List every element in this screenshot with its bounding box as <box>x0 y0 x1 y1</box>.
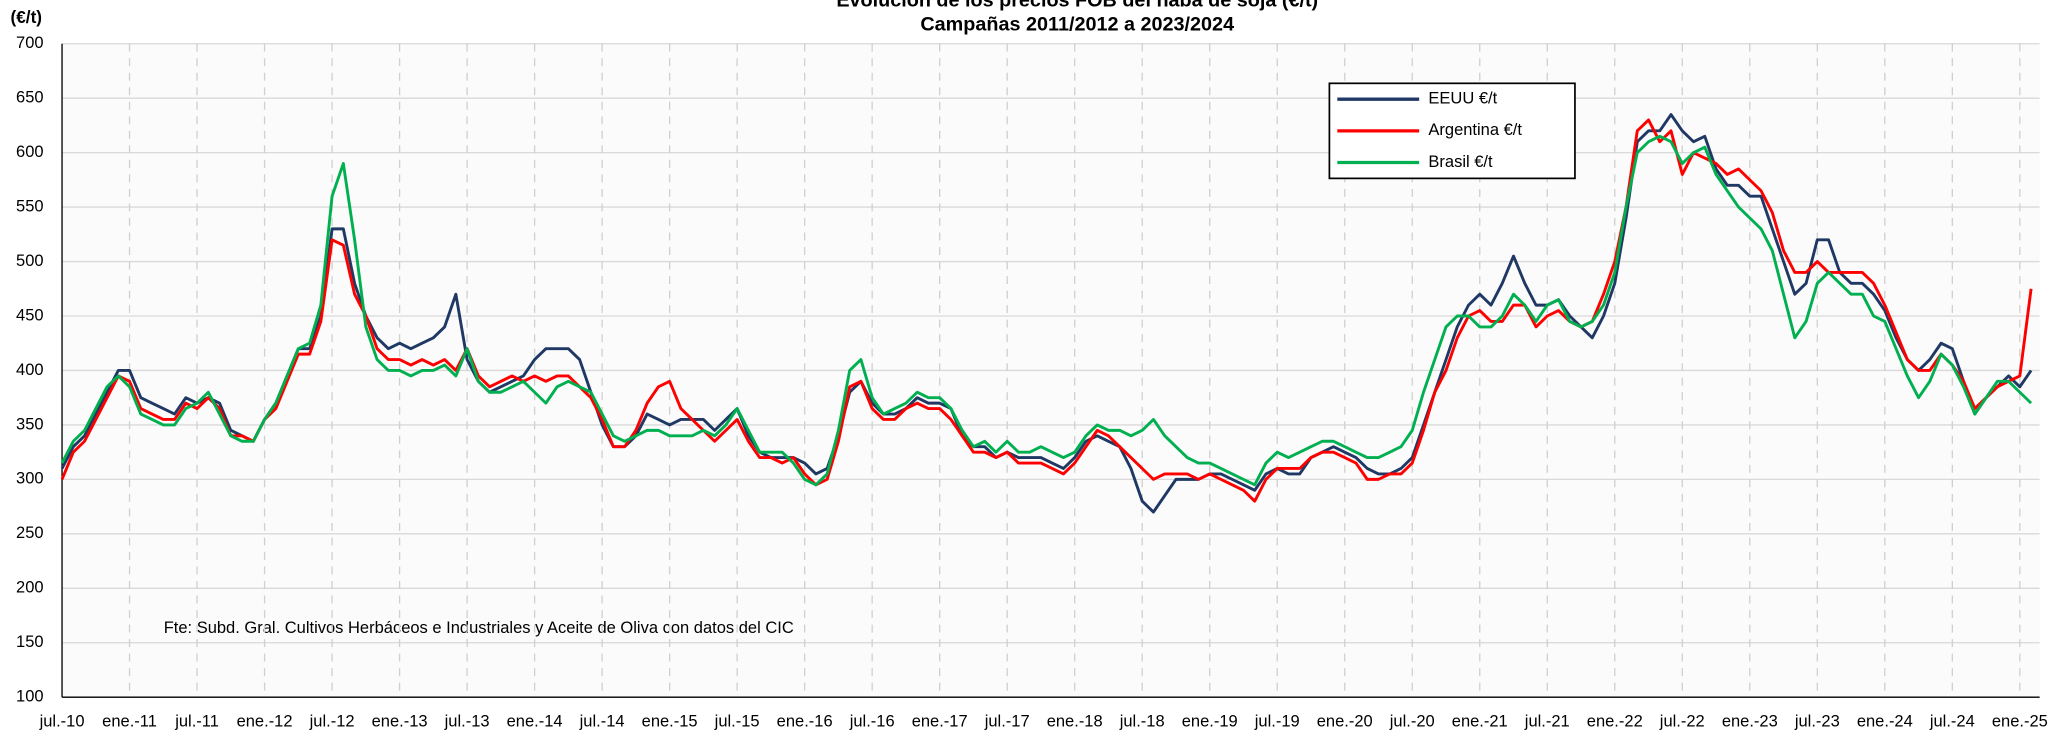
x-tick-label: ene.-16 <box>777 713 833 731</box>
x-tick-label: jul.-24 <box>1929 713 1975 731</box>
x-tick-label: ene.-15 <box>642 713 698 731</box>
x-tick-label: ene.-12 <box>237 713 293 731</box>
y-tick-label: 100 <box>16 688 44 706</box>
x-tick-label: jul.-20 <box>1389 713 1435 731</box>
y-tick-label: 400 <box>16 361 44 379</box>
legend: EEUU €/t Argentina €/t Brasil €/t <box>1328 82 1576 180</box>
legend-label: EEUU €/t <box>1428 90 1497 108</box>
y-tick-label: 700 <box>16 34 44 52</box>
x-tick-label: ene.-22 <box>1587 713 1643 731</box>
x-tick-label: jul.-18 <box>1119 713 1165 731</box>
x-tick-label: jul.-10 <box>39 713 85 731</box>
y-tick-label: 450 <box>16 306 44 324</box>
y-tick-label: 600 <box>16 143 44 161</box>
x-tick-label: jul.-23 <box>1794 713 1840 731</box>
x-tick-label: ene.-19 <box>1182 713 1238 731</box>
x-tick-label: jul.-17 <box>984 713 1030 731</box>
y-tick-label: 150 <box>16 633 44 651</box>
data-line <box>60 113 2033 514</box>
x-tick-label: jul.-22 <box>1659 713 1705 731</box>
legend-label: Brasil €/t <box>1428 153 1493 171</box>
x-tick-label: jul.-14 <box>579 713 625 731</box>
x-tick-label: ene.-11 <box>102 713 157 731</box>
x-tick-label: jul.-15 <box>714 713 760 731</box>
x-tick-label: ene.-21 <box>1452 713 1508 731</box>
x-tick-label: jul.-12 <box>309 713 355 731</box>
x-tick-label: ene.-14 <box>507 713 563 731</box>
data-line <box>60 118 2033 503</box>
y-tick-label: 550 <box>16 197 44 215</box>
chart-title: Evolución de los precios FOB del haba de… <box>836 0 1318 12</box>
chart-subtitle: Campañas 2011/2012 a 2023/2024 <box>920 13 1234 35</box>
x-tick-label: ene.-20 <box>1317 713 1373 731</box>
source-note: Fte: Subd. Gral. Cultivos Herbáceos e In… <box>164 619 794 637</box>
x-tick-label: jul.-19 <box>1254 713 1300 731</box>
x-tick-label: jul.-11 <box>174 713 219 731</box>
x-tick-label: jul.-16 <box>849 713 895 731</box>
y-axis-label: (€/t) <box>11 7 42 27</box>
data-line <box>60 134 2033 487</box>
y-tick-label: 350 <box>16 415 44 433</box>
y-tick-label: 500 <box>16 252 44 270</box>
y-tick-label: 650 <box>16 89 44 107</box>
y-tick-label: 300 <box>16 470 44 488</box>
x-tick-label: jul.-13 <box>444 713 490 731</box>
x-tick-label: ene.-17 <box>912 713 968 731</box>
y-tick-label: 200 <box>16 579 44 597</box>
legend-label: Argentina €/t <box>1428 121 1522 139</box>
x-tick-label: ene.-25 <box>1992 713 2048 731</box>
x-tick-label: ene.-18 <box>1047 713 1103 731</box>
x-tick-label: jul.-21 <box>1524 713 1570 731</box>
x-tick-label: ene.-24 <box>1857 713 1913 731</box>
x-tick-label: ene.-13 <box>372 713 428 731</box>
y-tick-label: 250 <box>16 524 44 542</box>
x-tick-label: ene.-23 <box>1722 713 1778 731</box>
